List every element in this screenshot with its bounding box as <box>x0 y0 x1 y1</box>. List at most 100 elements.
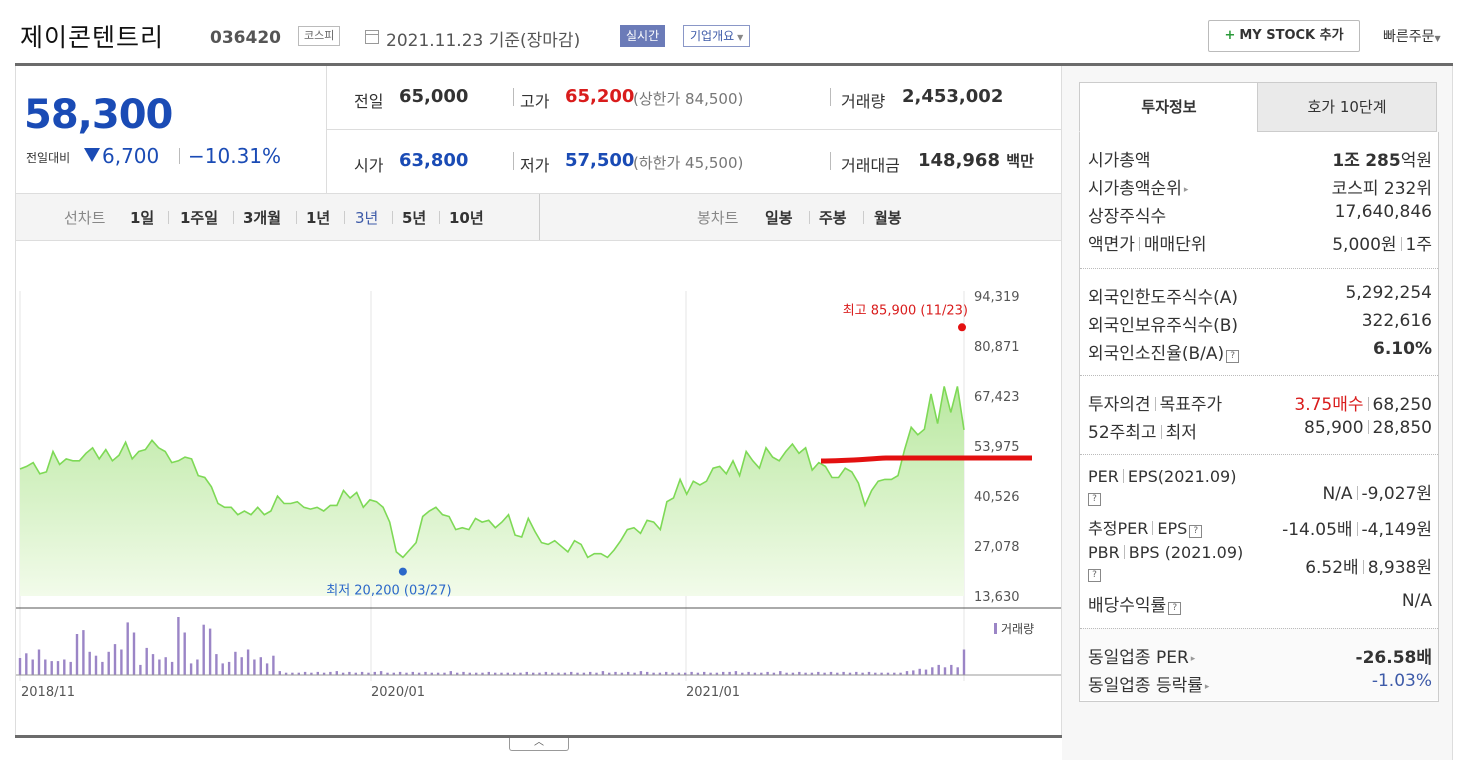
volume-bar <box>44 659 47 675</box>
help-icon[interactable]: ? <box>1088 569 1101 582</box>
y-tick-label: 27,078 <box>974 540 1020 555</box>
realtime-button[interactable]: 실시간 <box>620 25 666 47</box>
volume-bar <box>94 655 98 675</box>
tab-1w[interactable]: 1주일 <box>180 209 219 227</box>
company-info-button[interactable]: 기업개요 ▼ <box>683 25 751 47</box>
volume-bar <box>791 672 795 675</box>
market-cap-rank-row: 시가총액순위 ▸ 코스피 232위 <box>1088 174 1432 202</box>
open-label: 시가 <box>354 156 384 175</box>
industry-change-row: 동일업종 등락률 ▸ -1.03% <box>1088 671 1432 699</box>
help-icon[interactable]: ? <box>1168 602 1182 615</box>
volume-bar <box>88 651 91 675</box>
x-tick-label: 2020/01 <box>371 685 425 700</box>
foreign-limit-label: 외국인한도주식수(A) <box>1088 288 1239 308</box>
volume-bar <box>874 672 877 675</box>
volume-bar <box>417 672 421 675</box>
help-icon[interactable]: ? <box>1226 350 1240 363</box>
volume-bar <box>551 672 554 675</box>
drawn-trend-line <box>820 455 1032 464</box>
mystock-add-button[interactable]: + MY STOCK 추가 <box>1208 20 1360 52</box>
divider <box>863 211 864 224</box>
tab-5y[interactable]: 5년 <box>402 209 427 227</box>
volume-bar <box>37 649 41 675</box>
rank-value: 코스피 232위 <box>1331 179 1432 199</box>
est-per-label-text: 추정PER <box>1088 519 1149 538</box>
volume-bar <box>931 667 934 675</box>
tab-1y[interactable]: 1년 <box>306 209 331 227</box>
caret-down-icon: ▼ <box>1434 34 1441 43</box>
divider <box>344 211 345 224</box>
volume-bar <box>158 659 161 675</box>
eps-label-text: EPS(2021.09) <box>1127 467 1237 486</box>
eps-value-text: -9,027원 <box>1361 484 1432 504</box>
volume-bar <box>449 671 452 675</box>
volume-bar <box>411 671 414 675</box>
volume-bar <box>880 672 883 675</box>
volume-bar <box>684 672 687 675</box>
tab-weekly[interactable]: 주봉 <box>819 209 847 227</box>
w52-low-label-text: 최저 <box>1165 423 1197 443</box>
current-price: 58,300 <box>24 92 173 138</box>
collapse-button[interactable]: ︿ <box>509 738 569 751</box>
volume-bar <box>272 655 275 675</box>
volume-bar <box>785 672 788 675</box>
volume-bar <box>506 672 509 675</box>
volume-legend: 거래량 <box>1001 622 1034 636</box>
industry-per-label[interactable]: 동일업종 PER ▸ <box>1088 643 1195 668</box>
amount-unit: 백만 <box>1006 152 1034 170</box>
volume-bar <box>627 671 630 675</box>
bps-label-text: BPS (2021.09) <box>1128 543 1244 562</box>
foreign-ratio-row: 외국인소진율(B/A)? 6.10% <box>1088 339 1432 367</box>
price-stats: 전일 65,000 고가 65,200 (상한가 84,500) 거래량 2,4… <box>327 66 1061 194</box>
mystock-add-label: MY STOCK 추가 <box>1239 28 1344 43</box>
tab-monthly[interactable]: 월봉 <box>874 209 902 227</box>
tab-daily[interactable]: 일봉 <box>765 209 793 227</box>
help-icon[interactable]: ? <box>1189 525 1203 538</box>
volume-bar <box>75 634 79 675</box>
divider <box>1123 545 1125 559</box>
tab-3y[interactable]: 3년 <box>355 209 379 227</box>
quick-order-button[interactable]: 빠른주문▼ <box>1383 26 1441 46</box>
volume-bar <box>284 672 288 675</box>
divider <box>1152 521 1154 535</box>
volume-bar <box>893 672 896 675</box>
change-value: 6,700 <box>102 144 160 168</box>
par-value-text: 5,000원 <box>1332 235 1397 255</box>
tab-order-book[interactable]: 호가 10단계 <box>1257 82 1437 132</box>
w52-low-value-text: 28,850 <box>1372 418 1432 438</box>
divider <box>513 88 514 106</box>
volume-bar <box>576 672 579 675</box>
w52-high-label-text: 52주최고 <box>1088 423 1157 443</box>
rank-label[interactable]: 시가총액순위 ▸ <box>1088 174 1188 199</box>
volume-bar <box>246 649 250 675</box>
volume-bar <box>544 671 548 675</box>
volume-bar <box>196 659 199 675</box>
volume-bar <box>671 672 674 675</box>
volume-bar <box>918 668 921 675</box>
lower-limit: (하한가 45,500) <box>633 154 744 172</box>
volume-bar <box>810 672 814 675</box>
volume-bar <box>779 671 782 675</box>
divider <box>539 194 540 240</box>
help-icon[interactable]: ? <box>1088 493 1101 506</box>
volume-bar <box>899 672 902 675</box>
bps-value-text: 8,938원 <box>1367 558 1432 578</box>
divider <box>1362 560 1364 574</box>
volume-bar <box>18 658 22 675</box>
price-chart[interactable]: 최고 85,900 (11/23) 최저 20,200 (03/27) 94,3… <box>15 241 1062 736</box>
volume-bar <box>494 672 497 675</box>
volume-bar <box>772 672 776 675</box>
amount-label: 거래대금 <box>841 156 900 175</box>
divider <box>1122 469 1124 483</box>
volume-label: 거래량 <box>841 92 886 111</box>
tab-1d[interactable]: 1일 <box>130 209 155 227</box>
tab-3m[interactable]: 3개월 <box>243 209 282 227</box>
tab-investment-info[interactable]: 투자정보 <box>1079 82 1259 132</box>
volume-bar <box>582 672 586 675</box>
volume-bar <box>341 672 345 675</box>
volume-bar <box>456 672 459 675</box>
y-axis: 94,319 80,871 67,423 53,975 40,526 27,078 13,6… <box>974 290 1020 605</box>
industry-change-label[interactable]: 동일업종 등락률 ▸ <box>1088 671 1209 696</box>
tab-10y[interactable]: 10년 <box>449 209 484 227</box>
divider <box>392 211 393 224</box>
